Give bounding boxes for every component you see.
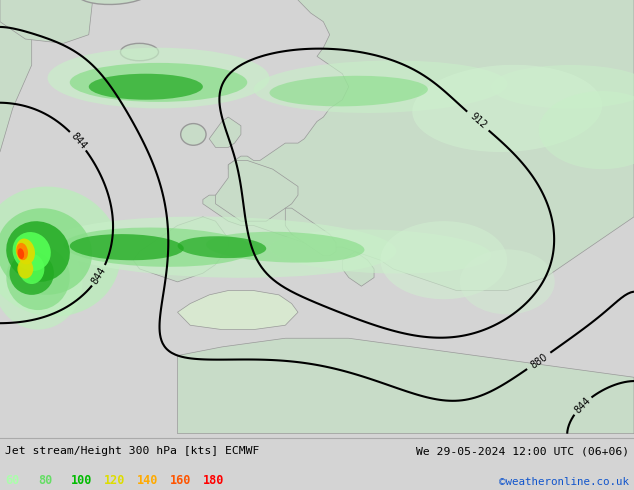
Polygon shape	[0, 0, 95, 44]
Ellipse shape	[206, 232, 365, 263]
Ellipse shape	[48, 48, 269, 108]
Text: 844: 844	[90, 265, 108, 286]
Text: 844: 844	[68, 131, 88, 151]
Text: 180: 180	[203, 474, 224, 487]
Ellipse shape	[17, 259, 33, 279]
Ellipse shape	[269, 76, 428, 106]
Ellipse shape	[254, 61, 507, 113]
Polygon shape	[0, 0, 32, 173]
Ellipse shape	[380, 221, 507, 299]
Polygon shape	[133, 217, 228, 282]
Polygon shape	[178, 291, 298, 330]
Polygon shape	[342, 251, 374, 286]
Ellipse shape	[178, 236, 266, 258]
Ellipse shape	[6, 245, 70, 310]
Ellipse shape	[10, 251, 54, 295]
Polygon shape	[209, 117, 241, 147]
Ellipse shape	[269, 229, 491, 273]
Ellipse shape	[19, 254, 44, 284]
Ellipse shape	[120, 44, 158, 61]
Ellipse shape	[70, 234, 184, 260]
Ellipse shape	[0, 187, 120, 317]
Polygon shape	[285, 208, 336, 256]
Text: 100: 100	[71, 474, 93, 487]
Ellipse shape	[76, 0, 152, 4]
Ellipse shape	[16, 239, 35, 265]
Polygon shape	[178, 338, 634, 434]
Text: 120: 120	[104, 474, 126, 487]
Text: 140: 140	[137, 474, 158, 487]
Ellipse shape	[70, 63, 247, 102]
Polygon shape	[203, 0, 634, 291]
Polygon shape	[216, 160, 298, 221]
Ellipse shape	[0, 234, 82, 330]
Ellipse shape	[16, 243, 28, 260]
Ellipse shape	[412, 65, 602, 152]
Text: 844: 844	[573, 395, 592, 416]
Ellipse shape	[491, 65, 634, 108]
Text: ©weatheronline.co.uk: ©weatheronline.co.uk	[499, 477, 629, 487]
Text: 880: 880	[528, 351, 549, 370]
Ellipse shape	[460, 249, 555, 315]
Ellipse shape	[539, 91, 634, 169]
Ellipse shape	[48, 217, 396, 278]
Text: 912: 912	[468, 111, 488, 131]
Ellipse shape	[0, 208, 92, 295]
Text: 160: 160	[170, 474, 191, 487]
Text: Jet stream/Height 300 hPa [kts] ECMWF: Jet stream/Height 300 hPa [kts] ECMWF	[5, 446, 259, 456]
Ellipse shape	[18, 248, 24, 259]
Text: 80: 80	[38, 474, 52, 487]
Ellipse shape	[63, 227, 254, 267]
Text: We 29-05-2024 12:00 UTC (06+06): We 29-05-2024 12:00 UTC (06+06)	[416, 446, 629, 456]
Ellipse shape	[13, 232, 51, 271]
Ellipse shape	[89, 74, 203, 100]
Ellipse shape	[6, 221, 70, 282]
Ellipse shape	[181, 123, 206, 145]
Text: 60: 60	[5, 474, 19, 487]
